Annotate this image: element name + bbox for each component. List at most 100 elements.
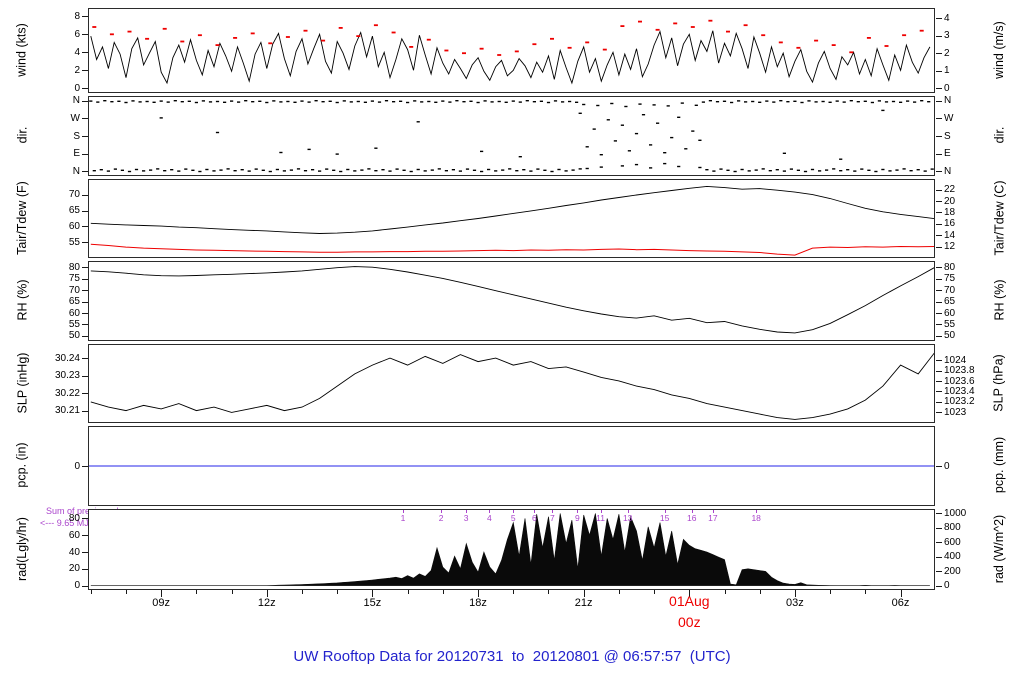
x-tick-label: 03z — [786, 597, 804, 609]
y-tick-label-left-temp: 70 — [68, 189, 80, 201]
y-tick-label-right-rad: 400 — [944, 551, 961, 563]
y-tick-right-rh — [936, 324, 942, 326]
y-axis-title-left-text: dir. — [15, 126, 29, 144]
y-tick-label-right-rh: 60 — [944, 307, 956, 319]
y-tick-label-right-slp: 1023.8 — [944, 365, 975, 377]
x-tick-label: 12z — [257, 597, 276, 609]
y-axis-title-right-rh: RH (%) — [978, 261, 1020, 339]
x-minor-tick — [618, 590, 620, 594]
y-axis-title-right-text: Tair/Tdew (C) — [992, 179, 1007, 256]
x-minor-tick — [724, 590, 726, 594]
y-tick-left-wind — [82, 16, 88, 18]
panel-pcp — [88, 426, 935, 506]
y-tick-label-left-dir: N — [72, 165, 80, 177]
rad-hour-tick — [466, 510, 468, 513]
y-tick-right-rad — [936, 542, 942, 544]
y-tick-right-dir — [936, 171, 942, 173]
x-minor-tick — [654, 590, 656, 594]
y-tick-right-rh — [936, 313, 942, 315]
rad-hour-tick — [534, 510, 536, 513]
y-tick-right-slp — [936, 401, 942, 403]
y-tick-label-left-temp: 60 — [68, 220, 80, 232]
rad-hour-label: 7 — [549, 513, 555, 523]
y-tick-label-right-slp: 1023.2 — [944, 396, 975, 408]
y-tick-label-right-temp: 18 — [944, 206, 956, 218]
rad-hour-label: 18 — [751, 513, 761, 523]
y-tick-left-pcp — [82, 466, 88, 467]
y-tick-left-temp — [82, 194, 88, 196]
panel-slp — [88, 344, 935, 423]
panel-temp — [88, 179, 935, 258]
rad-hour-label: 13 — [622, 513, 633, 523]
y-tick-label-left-dir: E — [73, 148, 80, 160]
y-tick-left-dir — [82, 100, 88, 102]
rad-hour-tick — [403, 510, 405, 513]
y-tick-label-right-dir: N — [944, 95, 952, 107]
y-tick-label-right-rad: 600 — [944, 536, 961, 548]
y-tick-left-rad — [82, 535, 88, 537]
y-tick-label-left-dir: S — [73, 130, 80, 142]
y-tick-right-rh — [936, 290, 942, 292]
y-tick-label-right-wind: 2 — [944, 47, 950, 59]
y-tick-left-rh — [82, 278, 88, 280]
rad-hour-label: 16 — [687, 513, 697, 523]
y-axis-title-left-slp: SLP (inHg) — [2, 344, 42, 421]
x-minor-tick — [196, 590, 198, 594]
y-tick-left-slp — [82, 375, 88, 377]
rad-hour-tick — [577, 510, 579, 513]
x-major-tick — [583, 590, 585, 597]
panel-dir — [88, 96, 935, 176]
rad-hour-tick — [664, 510, 666, 513]
y-tick-left-rh — [82, 313, 88, 315]
y-tick-label-right-rh: 55 — [944, 318, 956, 330]
y-tick-right-temp — [936, 201, 942, 202]
y-axis-title-right-text: dir. — [992, 126, 1006, 144]
x-major-tick — [266, 590, 268, 597]
panel-slp-plot — [90, 352, 934, 420]
y-tick-label-left-wind: 4 — [74, 46, 80, 58]
y-axis-title-right-wind: wind (m/s) — [978, 8, 1020, 91]
y-tick-left-rad — [82, 552, 88, 554]
rad-sum-annotation-line2: <--- 9.65 MJoules/m^2 — [40, 518, 130, 528]
x-tick-label-00z: 00z — [678, 614, 701, 630]
y-tick-label-right-slp: 1023 — [944, 406, 967, 418]
rad-hour-tick — [627, 510, 629, 513]
rad-hour-tick — [441, 510, 443, 513]
y-tick-label-left-dir: W — [70, 112, 80, 124]
y-tick-left-rh — [82, 324, 88, 326]
x-tick-label: 09z — [152, 597, 171, 609]
y-tick-right-wind — [936, 70, 942, 72]
panel-rh-plot — [90, 266, 934, 334]
y-tick-label-right-rad: 200 — [944, 565, 961, 577]
x-tick-label: 06z — [891, 597, 910, 609]
y-tick-label-right-temp: 12 — [944, 241, 956, 253]
y-tick-left-wind — [82, 52, 88, 54]
y-tick-left-rh — [82, 290, 88, 292]
y-axis-title-right-pcp: pcp. (mm) — [978, 426, 1020, 504]
x-tick-label: 21z — [574, 597, 593, 609]
y-tick-label-right-wind: 4 — [944, 12, 950, 24]
y-tick-right-dir — [936, 118, 942, 120]
y-tick-label-right-rh: 80 — [944, 261, 956, 273]
rad-hour-tick — [513, 510, 515, 513]
y-tick-right-wind — [936, 53, 942, 55]
y-tick-left-rad — [82, 585, 88, 587]
y-tick-label-right-dir: W — [944, 112, 954, 124]
y-tick-label-right-rh: 50 — [944, 330, 956, 342]
y-axis-title-right-text: SLP (hPa) — [992, 353, 1007, 412]
y-axis-title-left-wind: wind (kts) — [2, 8, 42, 91]
y-axis-title-right-text: wind (m/s) — [992, 20, 1006, 79]
y-tick-label-right-temp: 22 — [944, 184, 956, 196]
y-axis-title-left-text: SLP (inHg) — [15, 352, 30, 413]
x-minor-tick — [759, 590, 761, 594]
x-minor-tick — [865, 590, 867, 594]
y-tick-label-left-wind: 8 — [74, 10, 80, 22]
y-tick-right-dir — [936, 100, 942, 102]
y-axis-title-right-text: pcp. (mm) — [992, 436, 1006, 494]
rad-hour-label: 11 — [596, 513, 605, 523]
y-tick-label-right-dir: E — [944, 148, 951, 160]
y-tick-left-wind — [82, 34, 88, 36]
y-tick-label-left-temp: 55 — [68, 236, 80, 248]
y-tick-label-right-slp: 1023.4 — [944, 385, 975, 397]
y-tick-label-left-dir: N — [72, 95, 80, 107]
